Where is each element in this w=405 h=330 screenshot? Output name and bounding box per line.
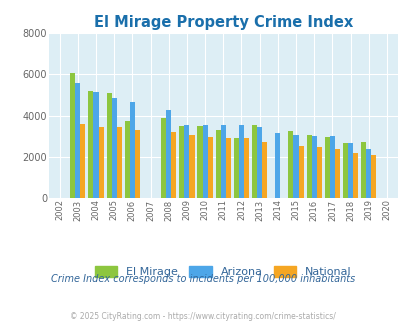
Bar <box>75 82 80 198</box>
Legend: El Mirage, Arizona, National: El Mirage, Arizona, National <box>95 266 350 278</box>
Bar <box>252 125 256 198</box>
Bar <box>124 121 130 198</box>
Bar <box>88 91 93 198</box>
Bar <box>166 110 171 198</box>
Bar <box>324 137 329 198</box>
Bar <box>202 125 207 198</box>
Bar <box>311 136 316 198</box>
Bar <box>334 148 339 198</box>
Bar <box>371 155 375 198</box>
Bar <box>360 142 365 198</box>
Bar <box>207 137 212 198</box>
Bar <box>117 127 121 198</box>
Bar <box>288 131 293 198</box>
Bar <box>365 148 371 198</box>
Bar <box>256 127 262 198</box>
Bar <box>306 135 311 198</box>
Bar <box>352 152 357 198</box>
Bar <box>130 102 134 198</box>
Bar <box>70 73 75 198</box>
Bar <box>347 143 352 198</box>
Title: El Mirage Property Crime Index: El Mirage Property Crime Index <box>94 16 352 30</box>
Text: © 2025 CityRating.com - https://www.cityrating.com/crime-statistics/: © 2025 CityRating.com - https://www.city… <box>70 312 335 321</box>
Bar <box>342 143 347 198</box>
Bar <box>171 132 176 198</box>
Bar <box>184 125 189 198</box>
Bar <box>134 130 140 198</box>
Bar <box>298 147 303 198</box>
Bar <box>179 126 184 198</box>
Bar <box>215 130 220 198</box>
Bar <box>93 92 98 198</box>
Bar <box>111 98 117 198</box>
Bar <box>262 142 266 198</box>
Text: Crime Index corresponds to incidents per 100,000 inhabitants: Crime Index corresponds to incidents per… <box>51 274 354 284</box>
Bar <box>161 117 166 198</box>
Bar <box>197 126 202 198</box>
Bar <box>316 148 321 198</box>
Bar <box>293 135 298 198</box>
Bar <box>80 124 85 198</box>
Bar <box>98 127 103 198</box>
Bar <box>329 136 334 198</box>
Bar <box>225 138 230 198</box>
Bar <box>243 138 249 198</box>
Bar <box>275 133 280 198</box>
Bar <box>106 93 111 198</box>
Bar <box>233 138 239 198</box>
Bar <box>220 125 225 198</box>
Bar <box>189 135 194 198</box>
Bar <box>239 125 243 198</box>
